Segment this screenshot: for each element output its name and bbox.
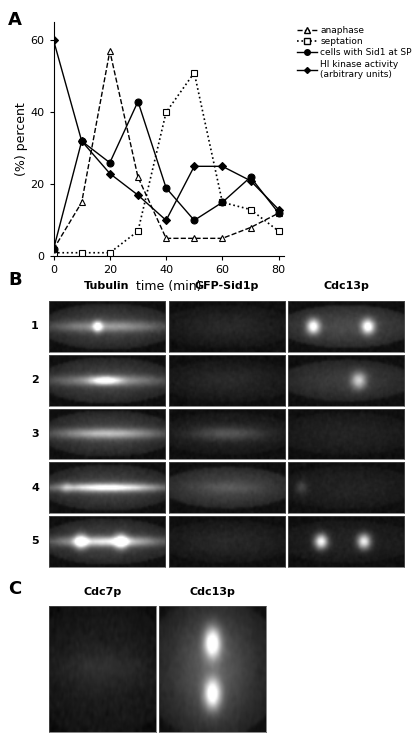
Text: 2: 2 [31, 375, 39, 385]
Legend: anaphase, septation, cells with Sid1 at SPB, HI kinase activity
(arbitrary units: anaphase, septation, cells with Sid1 at … [293, 22, 412, 82]
Text: 1: 1 [31, 321, 39, 331]
Y-axis label: (%) percent: (%) percent [15, 103, 28, 176]
Text: Cdc13p: Cdc13p [323, 281, 369, 291]
Text: A: A [8, 11, 22, 29]
Text: Tubulin: Tubulin [84, 281, 130, 291]
Text: Cdc13p: Cdc13p [190, 587, 236, 597]
Text: 3: 3 [31, 429, 39, 439]
Text: GFP-Sid1p: GFP-Sid1p [194, 281, 259, 291]
Text: 4: 4 [31, 483, 39, 493]
Text: 5: 5 [31, 536, 39, 547]
X-axis label: time (min): time (min) [136, 279, 201, 293]
Text: C: C [8, 580, 21, 597]
Text: Cdc7p: Cdc7p [83, 587, 122, 597]
Text: B: B [8, 271, 22, 289]
